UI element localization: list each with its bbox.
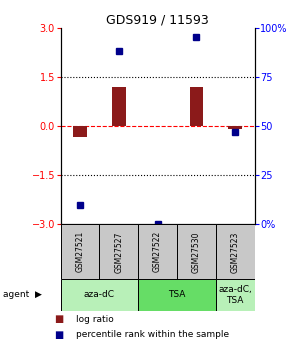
Bar	[138, 224, 177, 279]
Text: GSM27530: GSM27530	[192, 231, 201, 273]
Bar	[177, 224, 216, 279]
Bar	[190, 87, 203, 126]
Text: agent  ▶: agent ▶	[3, 290, 42, 299]
Bar	[73, 126, 87, 137]
Bar	[216, 224, 255, 279]
Text: ■: ■	[55, 330, 64, 339]
Bar	[61, 279, 138, 311]
Text: percentile rank within the sample: percentile rank within the sample	[76, 330, 229, 339]
Text: log ratio: log ratio	[76, 315, 114, 324]
Bar	[112, 87, 125, 126]
Bar	[228, 126, 242, 129]
Text: GSM27527: GSM27527	[114, 231, 123, 273]
Text: aza-dC,
TSA: aza-dC, TSA	[218, 285, 252, 305]
Bar	[138, 279, 216, 311]
Bar	[216, 279, 255, 311]
Text: TSA: TSA	[168, 290, 186, 299]
Text: ■: ■	[55, 314, 64, 324]
Title: GDS919 / 11593: GDS919 / 11593	[106, 13, 209, 27]
Text: GSM27523: GSM27523	[231, 231, 240, 273]
Bar	[99, 224, 138, 279]
Text: aza-dC: aza-dC	[84, 290, 115, 299]
Text: GSM27522: GSM27522	[153, 231, 162, 273]
Text: GSM27521: GSM27521	[75, 231, 85, 273]
Bar	[61, 224, 99, 279]
